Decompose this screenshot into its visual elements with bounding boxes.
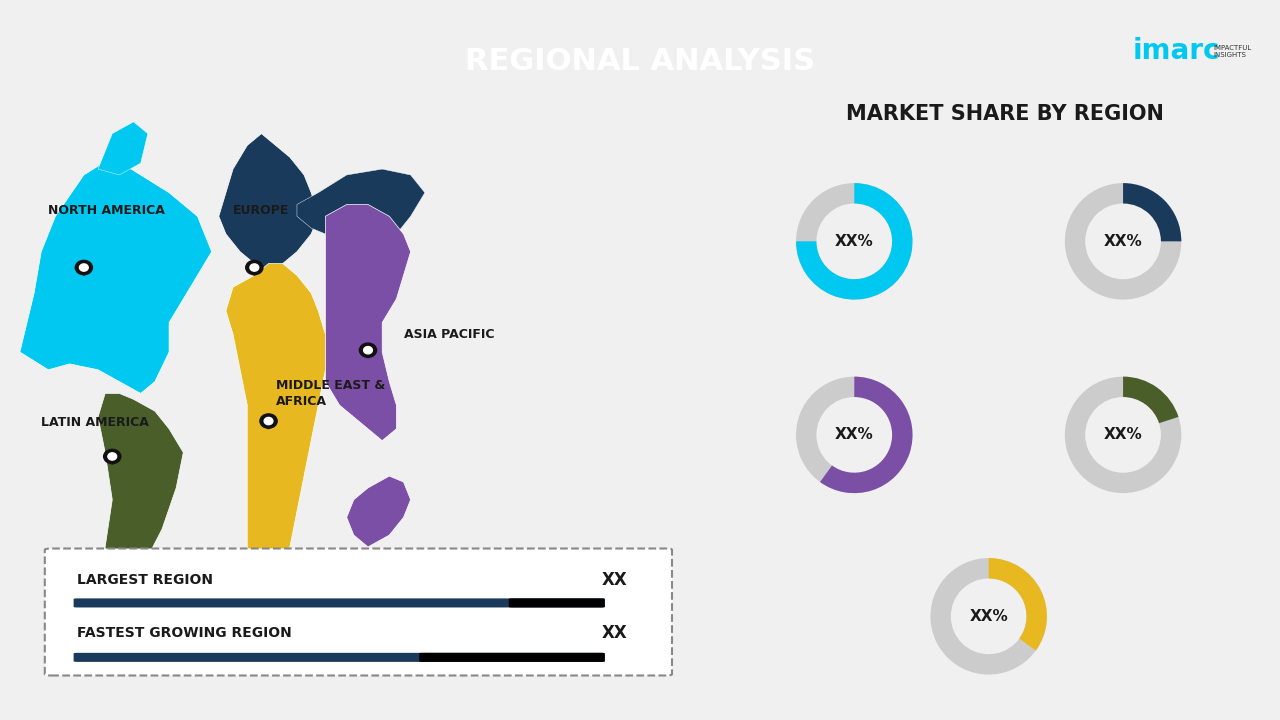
Polygon shape bbox=[99, 122, 147, 175]
Circle shape bbox=[246, 261, 262, 274]
Text: XX: XX bbox=[602, 570, 627, 589]
Text: XX%: XX% bbox=[1103, 234, 1143, 249]
Text: LATIN AMERICA: LATIN AMERICA bbox=[41, 416, 148, 429]
Text: REGIONAL ANALYSIS: REGIONAL ANALYSIS bbox=[465, 47, 815, 76]
FancyBboxPatch shape bbox=[74, 653, 605, 662]
Text: FASTEST GROWING REGION: FASTEST GROWING REGION bbox=[77, 626, 292, 640]
Polygon shape bbox=[219, 134, 319, 275]
Polygon shape bbox=[297, 169, 425, 252]
Wedge shape bbox=[931, 558, 1047, 675]
Polygon shape bbox=[20, 157, 211, 393]
FancyBboxPatch shape bbox=[74, 598, 605, 608]
Text: LARGEST REGION: LARGEST REGION bbox=[77, 572, 212, 587]
Circle shape bbox=[108, 453, 116, 460]
Text: XX%: XX% bbox=[835, 234, 874, 249]
Text: MARKET SHARE BY REGION: MARKET SHARE BY REGION bbox=[846, 104, 1164, 125]
Wedge shape bbox=[1123, 183, 1181, 241]
Polygon shape bbox=[227, 264, 325, 582]
Circle shape bbox=[104, 449, 120, 464]
Text: XX: XX bbox=[602, 624, 627, 642]
Wedge shape bbox=[796, 377, 913, 493]
Text: XX%: XX% bbox=[1103, 428, 1143, 442]
Polygon shape bbox=[250, 268, 259, 275]
Text: IMPACTFUL
INSIGHTS: IMPACTFUL INSIGHTS bbox=[1213, 45, 1252, 58]
Wedge shape bbox=[1065, 183, 1181, 300]
Text: XX%: XX% bbox=[969, 609, 1009, 624]
Circle shape bbox=[264, 418, 273, 425]
Polygon shape bbox=[325, 204, 411, 441]
Polygon shape bbox=[264, 421, 273, 429]
Circle shape bbox=[360, 343, 376, 357]
Wedge shape bbox=[1065, 377, 1181, 493]
Circle shape bbox=[364, 346, 372, 354]
Polygon shape bbox=[108, 456, 116, 464]
Polygon shape bbox=[99, 393, 183, 618]
Wedge shape bbox=[820, 377, 913, 493]
Polygon shape bbox=[79, 268, 88, 275]
FancyBboxPatch shape bbox=[45, 549, 672, 675]
Circle shape bbox=[76, 261, 92, 274]
Polygon shape bbox=[347, 476, 411, 547]
Text: ASIA PACIFIC: ASIA PACIFIC bbox=[403, 328, 494, 341]
Circle shape bbox=[260, 414, 278, 428]
Wedge shape bbox=[796, 183, 913, 300]
Text: NORTH AMERICA: NORTH AMERICA bbox=[49, 204, 165, 217]
Wedge shape bbox=[1123, 377, 1179, 423]
Text: MIDDLE EAST &
AFRICA: MIDDLE EAST & AFRICA bbox=[275, 379, 385, 408]
Polygon shape bbox=[364, 350, 372, 358]
Circle shape bbox=[79, 264, 88, 271]
Text: XX%: XX% bbox=[835, 428, 874, 442]
Circle shape bbox=[250, 264, 259, 271]
Wedge shape bbox=[796, 183, 913, 300]
FancyBboxPatch shape bbox=[509, 598, 605, 608]
Text: imarc: imarc bbox=[1133, 37, 1220, 66]
Wedge shape bbox=[988, 558, 1047, 651]
Text: EUROPE: EUROPE bbox=[233, 204, 289, 217]
FancyBboxPatch shape bbox=[420, 653, 605, 662]
